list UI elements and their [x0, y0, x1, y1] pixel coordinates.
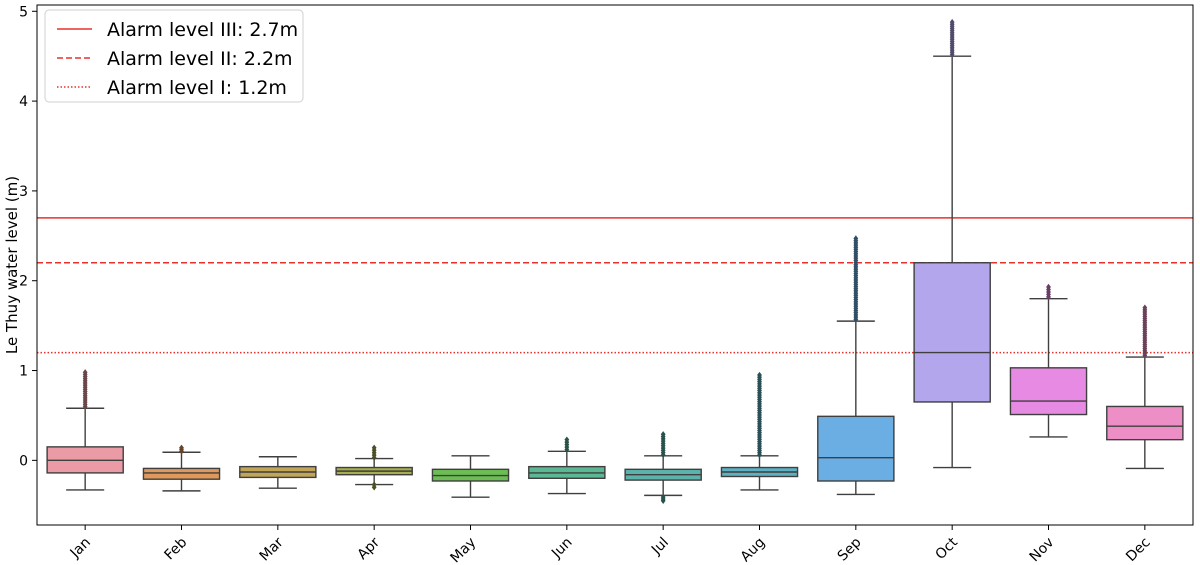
box-iqr [1009, 367, 1088, 416]
x-tick-label: Mar [257, 534, 287, 564]
y-axis-label: Le Thuy water level (m) [3, 176, 21, 354]
x-tick-label: Sep [835, 534, 865, 564]
box-iqr [1106, 405, 1184, 441]
x-tick-label: Jul [648, 535, 672, 559]
legend: Alarm level III: 2.7m Alarm level II: 2.2… [44, 9, 304, 103]
x-tick-label: Apr [355, 534, 384, 563]
axes-frame [36, 4, 1194, 526]
outlier-point [757, 371, 762, 379]
x-tick-label: Jan [67, 535, 94, 562]
box-jan [46, 369, 124, 491]
box-dec [1106, 304, 1184, 470]
box-jul [624, 431, 702, 504]
outlier-point [82, 369, 88, 376]
y-tick-label: 3 [19, 184, 28, 200]
legend-label: Alarm level III: 2.7m [107, 19, 298, 41]
outlier-point [949, 18, 955, 26]
x-tick-label: Aug [738, 535, 769, 565]
y-tick-label: 0 [19, 453, 28, 469]
box-sep [817, 235, 895, 496]
outlier-point [371, 444, 377, 451]
y-tick-label: 2 [19, 274, 28, 290]
box-aug [720, 371, 799, 491]
y-tick-label: 1 [19, 364, 28, 380]
box-jun [528, 436, 606, 495]
outlier-point [660, 431, 666, 438]
outlier-point [660, 493, 666, 501]
x-tick-label: Feb [161, 534, 190, 563]
y-tick-label: 5 [19, 4, 28, 20]
y-tick-label: 4 [19, 94, 28, 110]
x-tick-label: Jun [548, 535, 575, 562]
box-may [431, 455, 510, 498]
box-nov [1009, 283, 1088, 438]
outlier-point [1142, 304, 1148, 311]
x-tick-label: Oct [933, 534, 962, 563]
legend-box [44, 9, 304, 103]
box-iqr [142, 467, 221, 480]
x-tick-label: Nov [1027, 535, 1058, 565]
box-iqr [817, 415, 895, 482]
outlier-point [371, 481, 377, 488]
plot-area [37, 18, 1193, 504]
box-iqr [913, 262, 991, 403]
legend-label: Alarm level I: 1.2m [107, 77, 287, 99]
legend-label: Alarm level II: 2.2m [107, 48, 293, 70]
outlier-point [853, 235, 859, 242]
outlier-point [179, 444, 184, 451]
box-feb [142, 444, 221, 492]
outlier-point [564, 436, 570, 443]
outlier-point [1046, 283, 1051, 291]
box-oct [913, 18, 991, 469]
box-apr [335, 444, 413, 491]
x-tick-label: Dec [1123, 535, 1153, 565]
x-tick-label: May [448, 535, 480, 565]
box-mar [239, 456, 317, 489]
